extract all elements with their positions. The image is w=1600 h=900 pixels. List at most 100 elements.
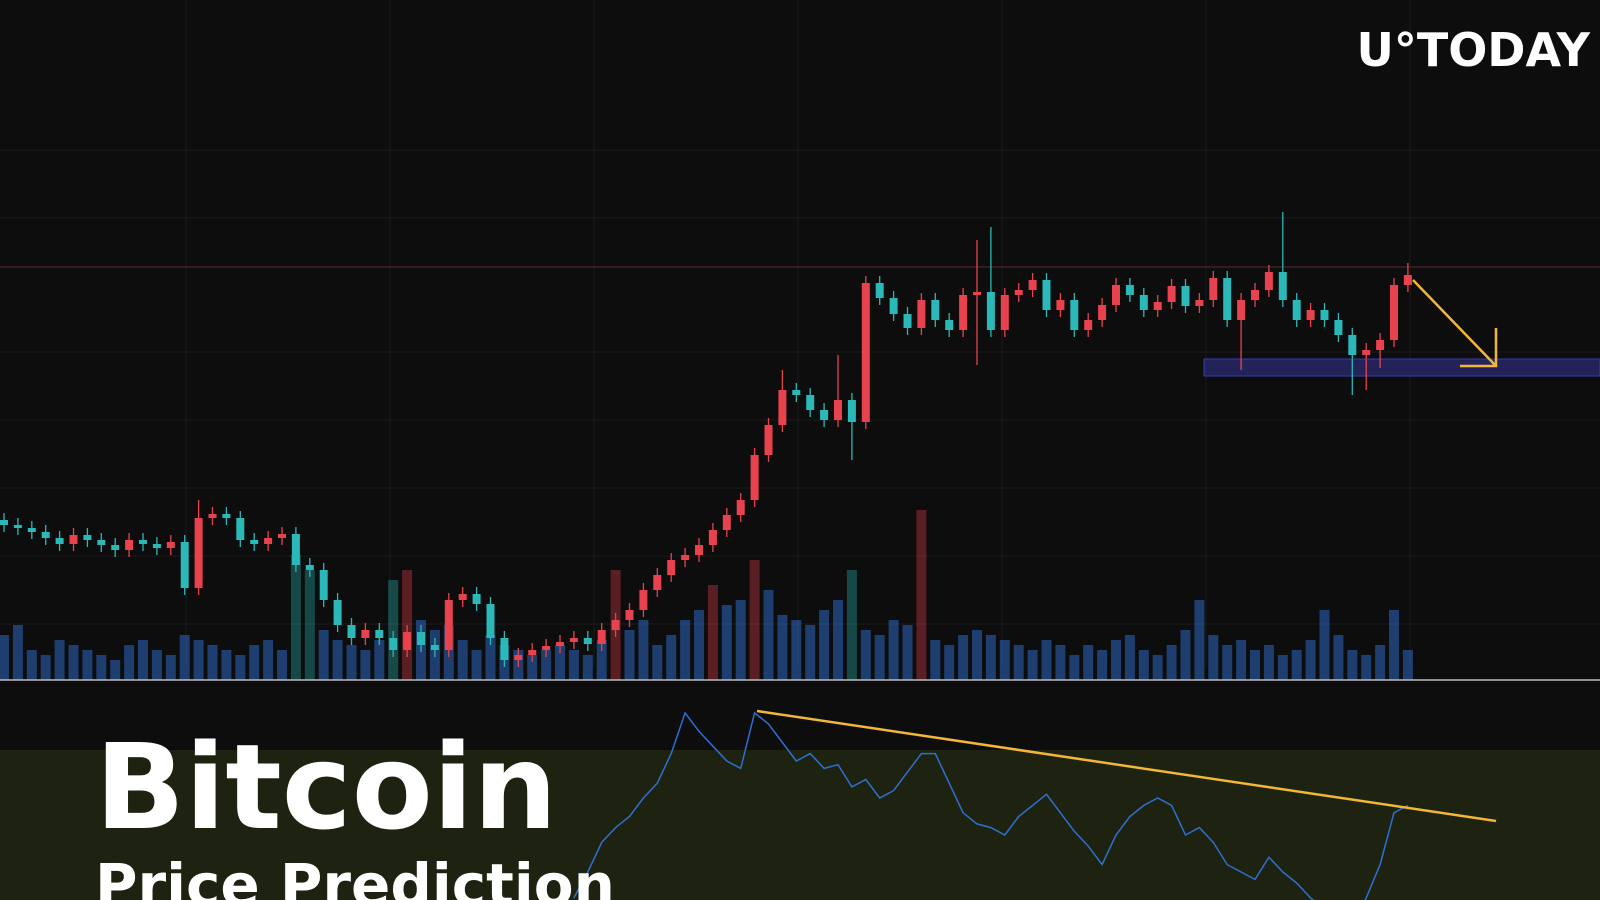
candle-body <box>1278 272 1287 300</box>
volume-bar <box>958 635 969 680</box>
grid <box>0 0 1600 666</box>
volume-bar <box>1111 640 1121 680</box>
volume-bar <box>1083 645 1094 680</box>
volume-bar <box>277 650 287 680</box>
candle-body <box>1139 295 1148 310</box>
candle-body <box>792 390 801 395</box>
volume-bar <box>860 630 871 680</box>
volume-bar <box>1166 645 1177 680</box>
candle-body <box>1028 280 1037 290</box>
volume-bar <box>207 645 218 680</box>
rsi-band <box>0 750 1600 900</box>
candle-body <box>875 283 884 298</box>
candle-body <box>361 630 370 638</box>
candle-body <box>55 538 64 544</box>
candle-body <box>764 425 773 455</box>
volume-bar <box>26 650 37 680</box>
candle-body <box>264 538 273 544</box>
volume-bar <box>1069 655 1080 680</box>
volume-bar <box>1041 640 1052 680</box>
candle-body <box>931 300 940 320</box>
candle-body <box>736 500 745 515</box>
brand-logo: U°TODAY <box>1356 23 1590 77</box>
volume-bar <box>541 650 552 680</box>
candle-body <box>945 320 954 330</box>
candle-body <box>1084 320 1093 330</box>
arrow <box>1412 279 1498 368</box>
volume-bar <box>930 640 941 680</box>
volume-bar <box>555 645 565 680</box>
volume-bar <box>332 640 343 680</box>
volume-bar <box>1347 650 1358 680</box>
candle-body <box>27 528 36 532</box>
candle-body <box>903 314 912 328</box>
volume-bar <box>944 645 955 680</box>
volume-bar <box>193 640 204 680</box>
candle-body <box>41 532 50 538</box>
candle-body <box>834 400 842 420</box>
candle-body <box>597 630 606 644</box>
candle-body <box>1292 300 1301 320</box>
candle-body <box>1264 272 1273 290</box>
candle-body <box>514 655 523 660</box>
candle-body <box>1195 300 1204 306</box>
volume-bar <box>1124 635 1135 680</box>
candle-body <box>97 540 106 545</box>
candle-body <box>667 560 676 575</box>
volume-bar <box>360 650 371 680</box>
candle-body <box>69 535 78 544</box>
candle-body <box>1000 295 1009 330</box>
candle-body <box>236 518 245 540</box>
candle-body <box>166 542 175 548</box>
candle-body <box>486 604 495 638</box>
candle-body <box>542 646 551 650</box>
candle-body <box>319 570 328 600</box>
candle-body <box>152 544 161 548</box>
candle-body <box>1390 285 1398 340</box>
candle-body <box>208 514 217 518</box>
volume-bar <box>666 635 677 680</box>
volume-bar <box>735 600 746 680</box>
candle-body <box>959 295 968 330</box>
candle-body <box>1098 305 1107 320</box>
candle-body <box>250 540 259 544</box>
volume-bar <box>96 655 107 680</box>
volume-bar <box>833 600 843 680</box>
candle-body <box>83 535 92 540</box>
candle-body <box>139 540 147 544</box>
candle-body <box>458 594 467 600</box>
candle-body <box>1014 290 1023 295</box>
candle-body <box>1376 340 1385 350</box>
candle-body <box>472 594 481 604</box>
candle-body <box>1167 286 1176 302</box>
volume-bar <box>221 650 232 680</box>
volume-bar <box>777 615 788 680</box>
rsi-line <box>573 711 1409 900</box>
volume-bar <box>763 590 774 680</box>
volume-bar <box>485 635 496 680</box>
candle-body <box>222 514 231 518</box>
volume-bar <box>527 655 538 680</box>
volume-bar <box>805 625 816 680</box>
volume-bar <box>165 655 176 680</box>
volume-bar <box>596 640 607 680</box>
volume-bar <box>1027 650 1038 680</box>
candle-body <box>722 515 731 530</box>
candle-body <box>556 642 564 646</box>
volume-bar <box>902 625 913 680</box>
candle-body <box>889 298 898 314</box>
volume-bar <box>1222 645 1233 680</box>
candle-body <box>569 638 578 642</box>
candle-body <box>180 542 189 588</box>
headline-subtitle: Price Prediction <box>95 851 615 900</box>
volume-bar <box>40 655 51 680</box>
volume-bar <box>1402 650 1413 680</box>
candle-body <box>1042 280 1051 310</box>
candle-body <box>625 610 634 620</box>
candle-body <box>1070 300 1079 330</box>
volume-bar <box>638 620 649 680</box>
volume-bar <box>138 640 148 680</box>
candle-body <box>1181 286 1190 306</box>
candle-body <box>611 620 620 630</box>
volume-bar <box>1236 640 1247 680</box>
